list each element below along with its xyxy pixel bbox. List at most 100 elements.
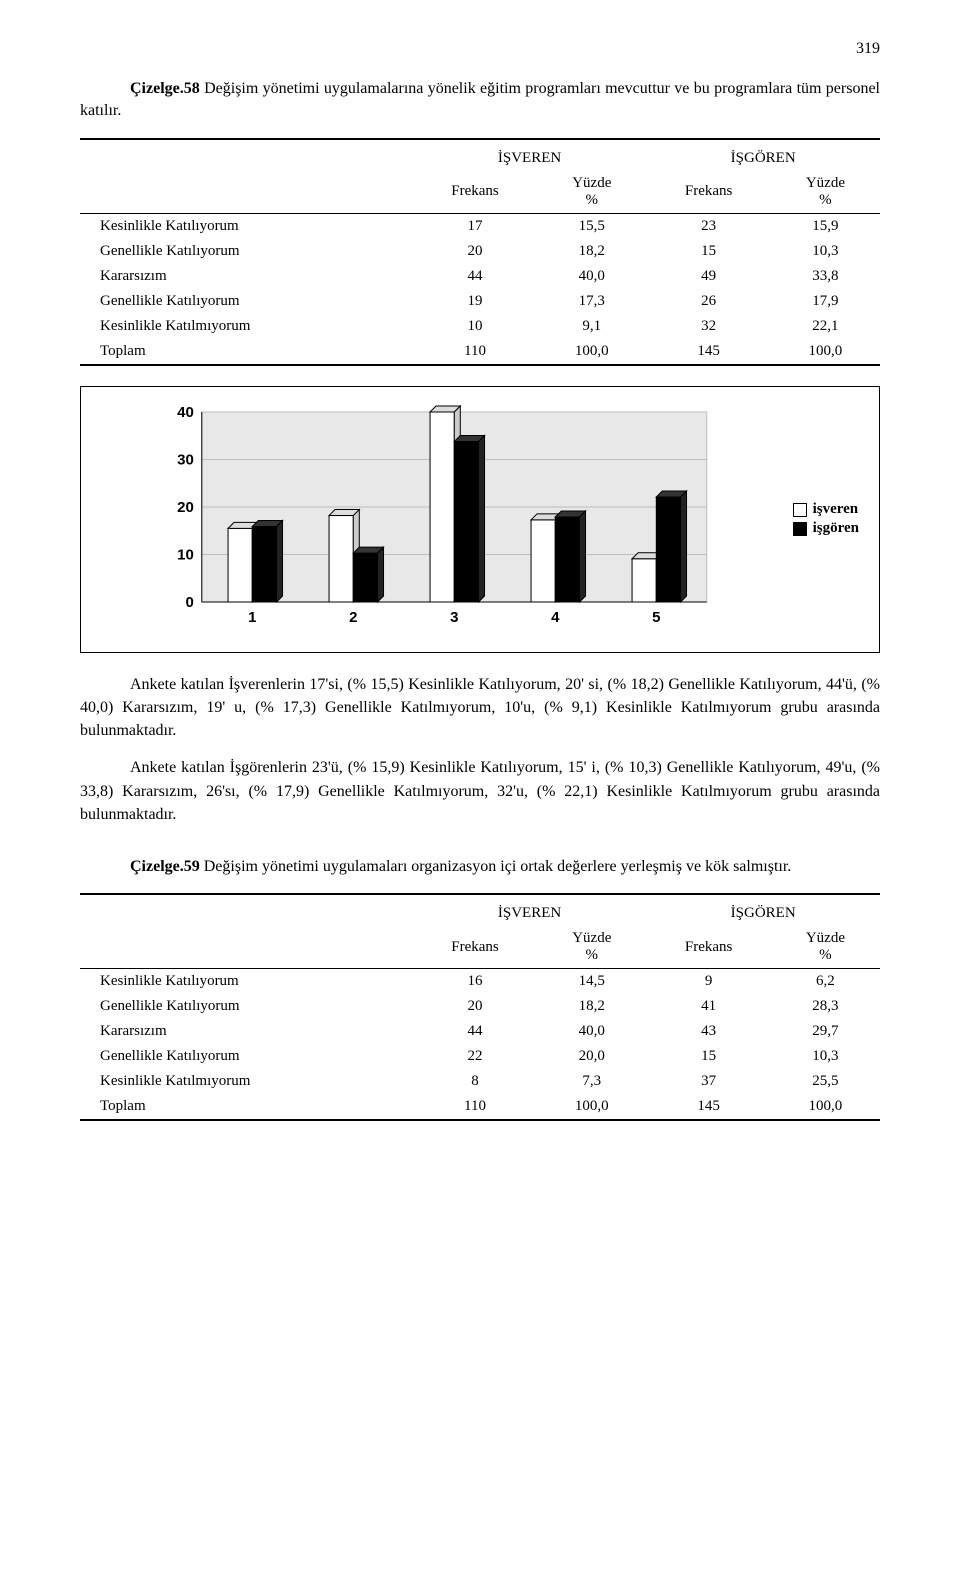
table-row: Kesinlikle Katılıyorum1614,596,2	[80, 969, 880, 995]
row-label: Kesinlikle Katılmıyorum	[80, 1069, 413, 1094]
cell: 100,0	[537, 1094, 646, 1120]
cell: 14,5	[537, 969, 646, 995]
table-subheader-row: FrekansYüzde%FrekansYüzde%	[80, 926, 880, 969]
cell: 20	[413, 994, 538, 1019]
row-label: Genellikle Katılıyorum	[80, 994, 413, 1019]
cell: 110	[413, 1094, 538, 1120]
chart-plot-area: 01020304012345	[101, 402, 773, 637]
chart-legend: işveren işgören	[793, 499, 859, 539]
row-label: Kesinlikle Katılmıyorum	[80, 314, 413, 339]
row-label: Genellikle Katılıyorum	[80, 289, 413, 314]
col-sub: Yüzde%	[537, 171, 646, 214]
cell: 28,3	[771, 994, 880, 1019]
cell: 40,0	[537, 1019, 646, 1044]
row-label: Kesinlikle Katılıyorum	[80, 213, 413, 239]
table-row: Kararsızım4440,04329,7	[80, 1019, 880, 1044]
legend-label: işveren	[813, 501, 859, 518]
caption-cizelge58: Çizelge.58 Değişim yönetimi uygulamaları…	[80, 78, 880, 123]
cell: 100,0	[771, 339, 880, 365]
cell: 15,5	[537, 213, 646, 239]
table-cizelge58: İŞVEREN İŞGÖREN FrekansYüzde%FrekansYüzd…	[80, 138, 880, 366]
row-label: Kesinlikle Katılıyorum	[80, 969, 413, 995]
legend-item: işveren	[793, 501, 859, 518]
paragraph-isgoren: Ankete katılan İşgörenlerin 23'ü, (% 15,…	[80, 756, 880, 826]
col-group-isgoren: İŞGÖREN	[646, 142, 880, 171]
table-row: Genellikle Katılıyorum2018,24128,3	[80, 994, 880, 1019]
svg-text:2: 2	[349, 609, 357, 626]
table-row: Kararsızım4440,04933,8	[80, 264, 880, 289]
table-cizelge59: İŞVEREN İŞGÖREN FrekansYüzde%FrekansYüzd…	[80, 893, 880, 1121]
cell: 10,3	[771, 239, 880, 264]
cell: 20,0	[537, 1044, 646, 1069]
cell: 37	[646, 1069, 771, 1094]
cell: 19	[413, 289, 538, 314]
row-label: Kararsızım	[80, 264, 413, 289]
table-row: Kesinlikle Katılmıyorum109,13222,1	[80, 314, 880, 339]
cell: 32	[646, 314, 771, 339]
row-label: Toplam	[80, 339, 413, 365]
cell: 44	[413, 1019, 538, 1044]
col-sub: Yüzde%	[537, 926, 646, 969]
row-label: Genellikle Katılıyorum	[80, 1044, 413, 1069]
cell: 41	[646, 994, 771, 1019]
cell: 17,3	[537, 289, 646, 314]
cell: 18,2	[537, 239, 646, 264]
cell: 10	[413, 314, 538, 339]
legend-swatch	[793, 503, 807, 517]
paragraph-isveren: Ankete katılan İşverenlerin 17'si, (% 15…	[80, 673, 880, 743]
cell: 7,3	[537, 1069, 646, 1094]
legend-swatch	[793, 522, 807, 536]
row-label: Kararsızım	[80, 1019, 413, 1044]
table-row: Genellikle Katılıyorum2220,01510,3	[80, 1044, 880, 1069]
cell: 17	[413, 213, 538, 239]
table-subheader-row: FrekansYüzde%FrekansYüzde%	[80, 171, 880, 214]
cell: 15	[646, 1044, 771, 1069]
cell: 6,2	[771, 969, 880, 995]
cell: 26	[646, 289, 771, 314]
caption-prefix: Çizelge.59	[130, 858, 204, 875]
col-sub: Frekans	[646, 926, 771, 969]
svg-text:3: 3	[450, 609, 458, 626]
table-row: Kesinlikle Katılmıyorum87,33725,5	[80, 1069, 880, 1094]
cell: 8	[413, 1069, 538, 1094]
page-number: 319	[80, 40, 880, 58]
caption-cizelge59: Çizelge.59 Değişim yönetimi uygulamaları…	[80, 856, 880, 878]
cell: 25,5	[771, 1069, 880, 1094]
caption-text: Değişim yönetimi uygulamaları organizasy…	[204, 858, 792, 875]
cell: 23	[646, 213, 771, 239]
cell: 22	[413, 1044, 538, 1069]
cell: 49	[646, 264, 771, 289]
legend-label: işgören	[813, 520, 859, 537]
col-sub: Yüzde%	[771, 171, 880, 214]
table-row: Kesinlikle Katılıyorum1715,52315,9	[80, 213, 880, 239]
cell: 18,2	[537, 994, 646, 1019]
svg-text:1: 1	[248, 609, 256, 626]
cell: 17,9	[771, 289, 880, 314]
svg-text:0: 0	[185, 594, 193, 611]
cell: 20	[413, 239, 538, 264]
table-row: Genellikle Katılıyorum2018,21510,3	[80, 239, 880, 264]
cell: 29,7	[771, 1019, 880, 1044]
col-group-isveren: İŞVEREN	[413, 142, 647, 171]
row-label: Genellikle Katılıyorum	[80, 239, 413, 264]
col-group-isgoren: İŞGÖREN	[646, 897, 880, 926]
cell: 43	[646, 1019, 771, 1044]
cell: 110	[413, 339, 538, 365]
chart-cizelge58: 01020304012345 işverenişgören	[80, 386, 880, 653]
cell: 9,1	[537, 314, 646, 339]
table-row: Genellikle Katılıyorum1917,32617,9	[80, 289, 880, 314]
cell: 15	[646, 239, 771, 264]
svg-text:30: 30	[177, 451, 194, 468]
cell: 22,1	[771, 314, 880, 339]
cell: 44	[413, 264, 538, 289]
svg-text:10: 10	[177, 546, 194, 563]
legend-item: işgören	[793, 520, 859, 537]
col-sub: Yüzde%	[771, 926, 880, 969]
cell: 10,3	[771, 1044, 880, 1069]
col-sub: Frekans	[413, 171, 538, 214]
svg-text:40: 40	[177, 404, 194, 421]
svg-text:20: 20	[177, 499, 194, 516]
table-row: Toplam110100,0145100,0	[80, 339, 880, 365]
svg-text:5: 5	[652, 609, 660, 626]
table-row: Toplam110100,0145100,0	[80, 1094, 880, 1120]
